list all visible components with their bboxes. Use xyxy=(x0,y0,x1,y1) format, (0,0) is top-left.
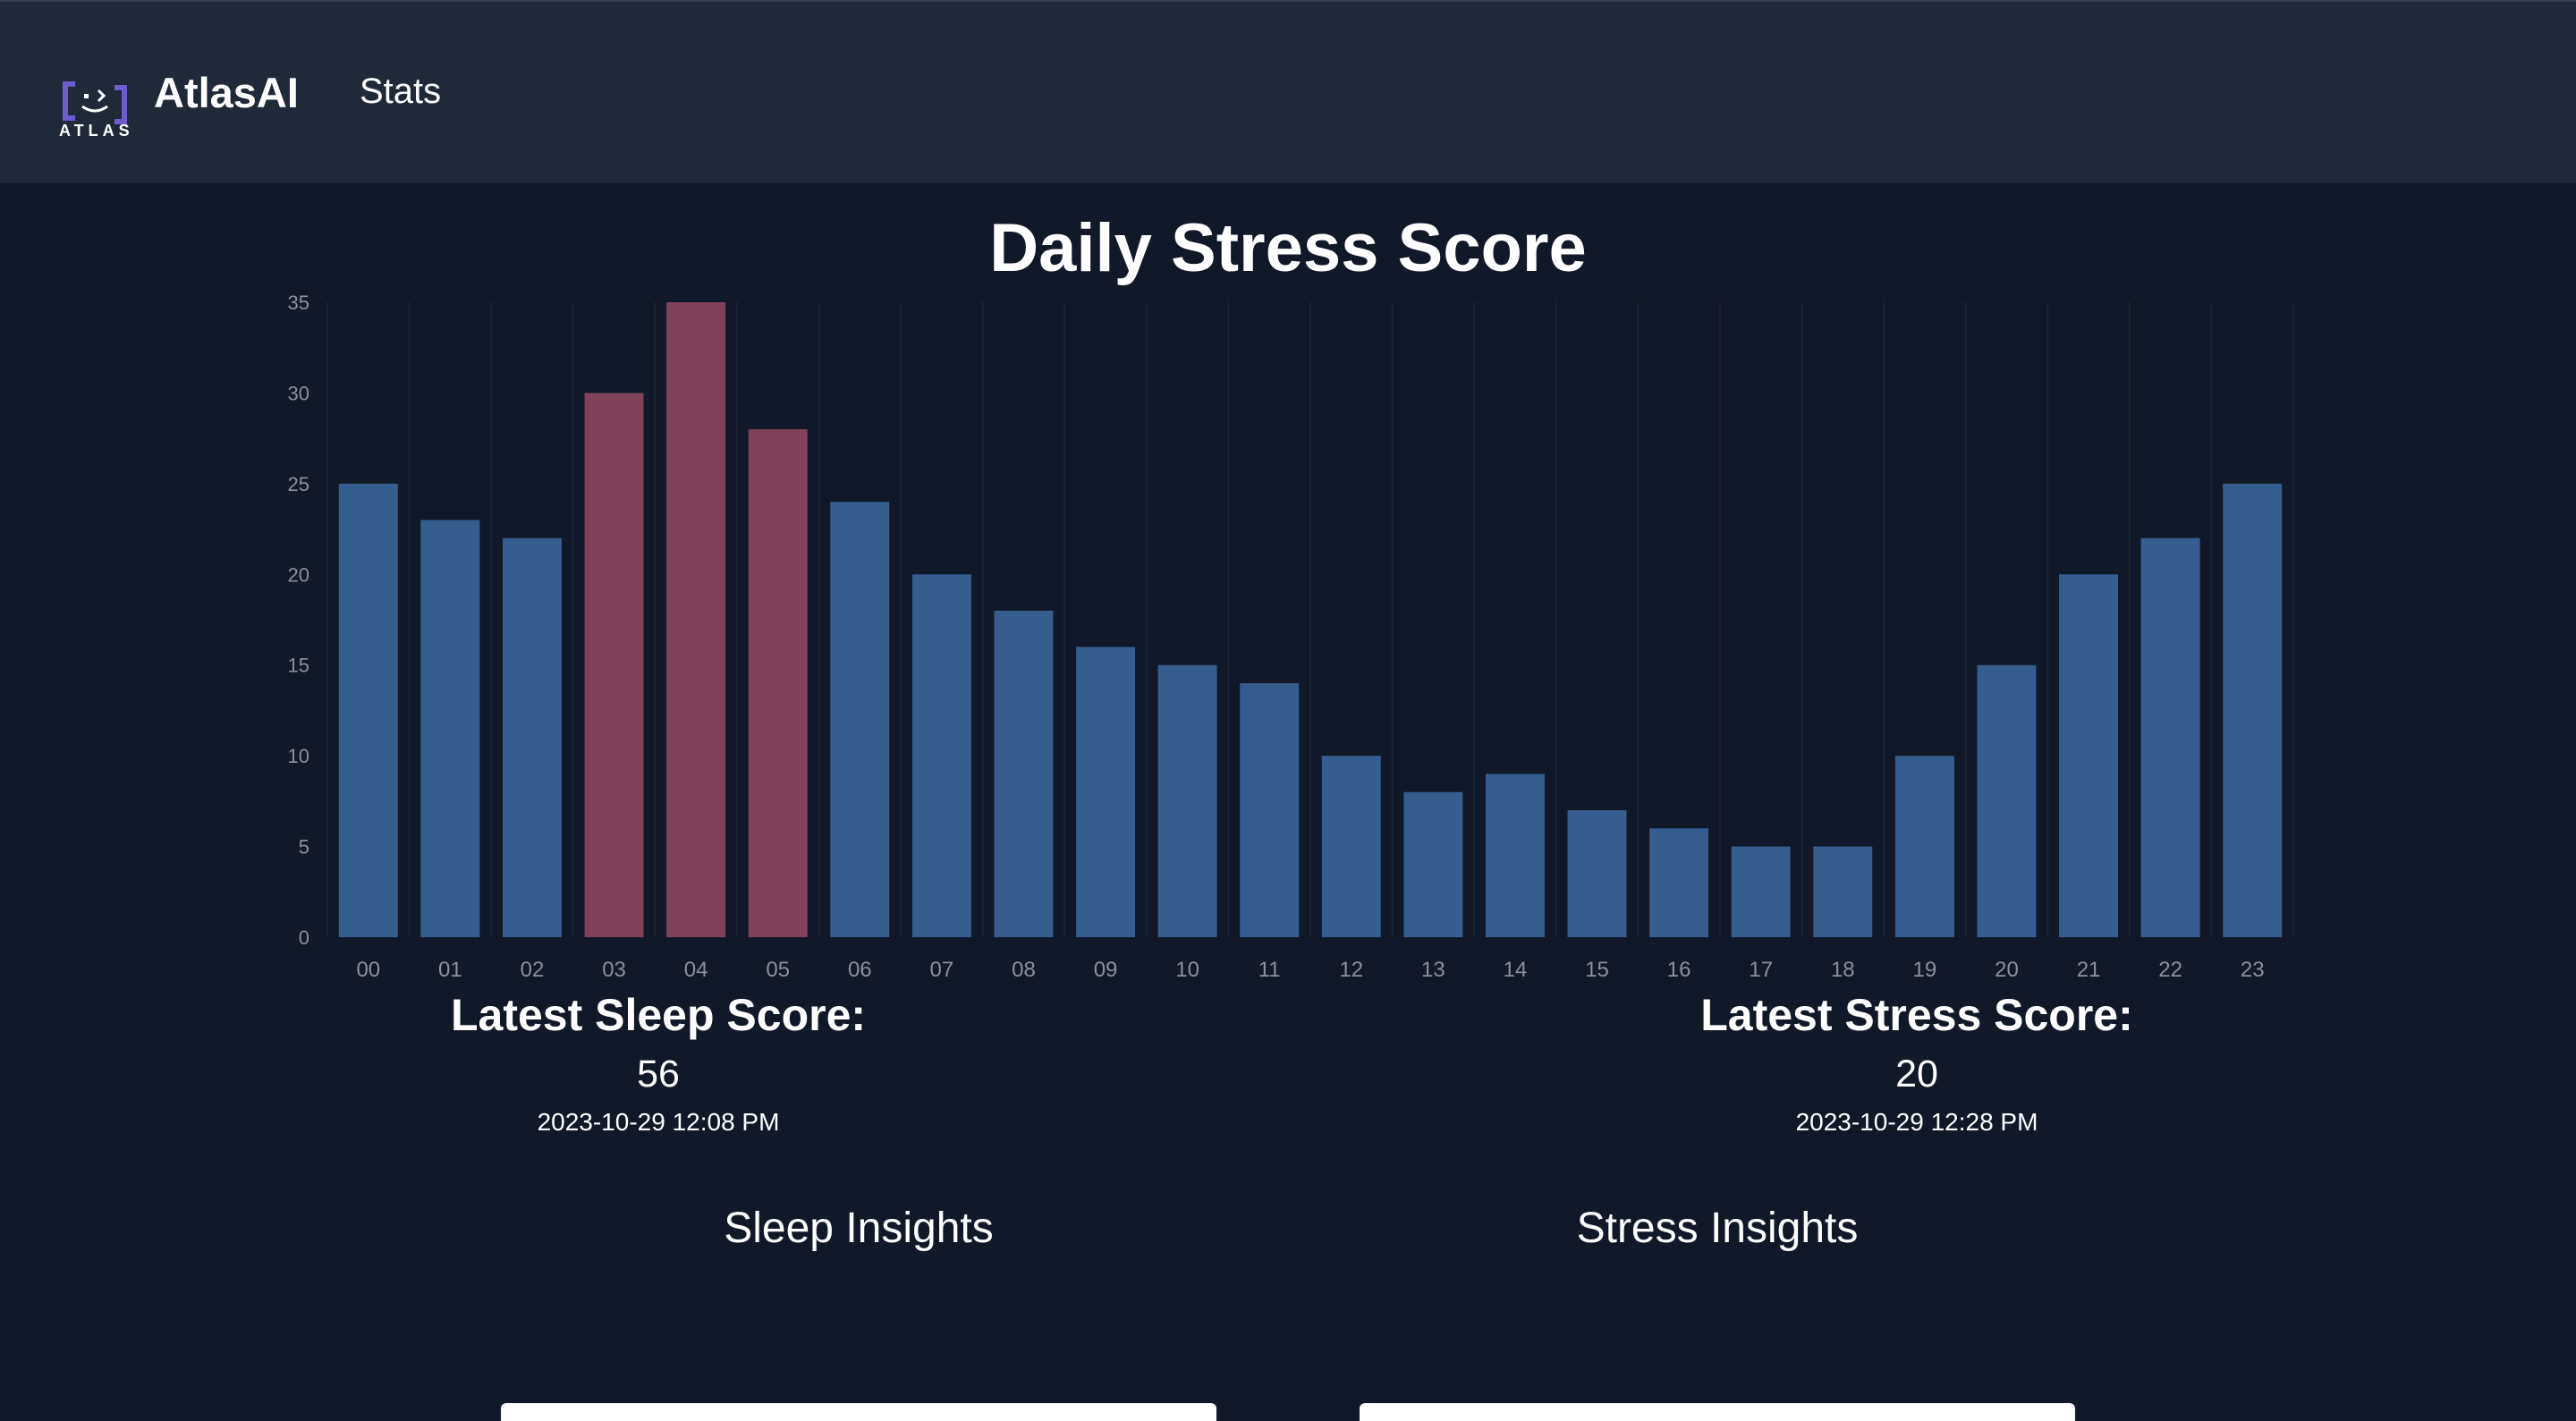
logo-wordmark: ATLAS xyxy=(59,122,134,140)
bar-22[interactable] xyxy=(2140,537,2200,937)
x-tick-label: 11 xyxy=(1258,958,1281,982)
y-tick-label: 30 xyxy=(288,382,309,404)
x-tick-label: 17 xyxy=(1749,958,1773,982)
y-tick-label: 20 xyxy=(288,563,309,586)
x-tick-label: 19 xyxy=(1913,958,1937,982)
bar-05[interactable] xyxy=(748,429,808,937)
sleep-score-heading: Latest Sleep Score: xyxy=(450,990,867,1040)
brand-name[interactable]: AtlasAI xyxy=(154,69,299,116)
stress-insights-heading: Stress Insights xyxy=(1576,1205,1859,1252)
bar-11[interactable] xyxy=(1240,683,1300,937)
y-tick-label: 15 xyxy=(288,655,309,677)
bar-19[interactable] xyxy=(1894,756,1954,937)
x-tick-label: 07 xyxy=(930,958,954,982)
nav-link-stats[interactable]: Stats xyxy=(360,72,442,111)
y-tick-label: 25 xyxy=(288,473,309,495)
y-tick-label: 10 xyxy=(288,745,309,767)
stress-score-card: Latest Stress Score: 20 2023-10-29 12:28… xyxy=(1604,993,2230,1135)
x-tick-label: 20 xyxy=(1995,958,2019,982)
bar-08[interactable] xyxy=(994,610,1054,937)
x-tick-label: 10 xyxy=(1175,958,1199,982)
bar-20[interactable] xyxy=(1977,664,2037,937)
x-tick-label: 02 xyxy=(521,958,545,982)
x-tick-label: 06 xyxy=(848,958,872,982)
bar-21[interactable] xyxy=(2059,574,2119,937)
stress-score-value: 20 xyxy=(1895,1053,1938,1095)
bar-01[interactable] xyxy=(420,520,480,937)
bar-18[interactable] xyxy=(1813,846,1873,937)
bar-12[interactable] xyxy=(1321,756,1381,937)
navbar: ATLAS AtlasAI Stats xyxy=(0,0,2576,183)
bar-04[interactable] xyxy=(666,302,726,937)
x-tick-label: 03 xyxy=(602,958,626,982)
x-tick-label: 14 xyxy=(1504,958,1528,982)
stress-score-timestamp: 2023-10-29 12:28 PM xyxy=(1795,1108,2038,1136)
bar-03[interactable] xyxy=(584,393,644,937)
bar-16[interactable] xyxy=(1649,828,1709,937)
y-tick-label: 35 xyxy=(288,292,309,314)
bar-00[interactable] xyxy=(338,483,398,937)
bar-14[interactable] xyxy=(1485,774,1545,937)
x-tick-label: 08 xyxy=(1012,958,1036,982)
bar-23[interactable] xyxy=(2223,483,2283,937)
x-tick-label: 12 xyxy=(1339,958,1363,982)
x-tick-label: 05 xyxy=(766,958,790,982)
bar-07[interactable] xyxy=(911,574,971,937)
stress-score-heading: Latest Stress Score: xyxy=(1700,990,2133,1040)
stress-insights-panel xyxy=(1360,1403,2075,1421)
chart-title: Daily Stress Score xyxy=(989,210,1587,286)
bar-13[interactable] xyxy=(1403,791,1463,937)
sleep-score-value: 56 xyxy=(637,1053,680,1095)
x-tick-label: 13 xyxy=(1421,958,1445,982)
x-tick-label: 22 xyxy=(2158,958,2182,982)
x-tick-label: 23 xyxy=(2241,958,2265,982)
bar-06[interactable] xyxy=(830,502,890,937)
x-tick-label: 21 xyxy=(2077,958,2101,982)
bar-09[interactable] xyxy=(1076,647,1136,937)
sleep-score-card: Latest Sleep Score: 56 2023-10-29 12:08 … xyxy=(345,993,971,1135)
x-tick-label: 04 xyxy=(684,958,708,982)
bar-10[interactable] xyxy=(1157,664,1217,937)
atlas-logo-icon[interactable] xyxy=(59,63,131,143)
x-tick-label: 01 xyxy=(438,958,462,982)
x-tick-label: 16 xyxy=(1667,958,1691,982)
x-tick-label: 15 xyxy=(1585,958,1609,982)
sleep-insights-heading: Sleep Insights xyxy=(724,1205,994,1252)
y-tick-label: 0 xyxy=(299,926,309,949)
x-tick-label: 09 xyxy=(1094,958,1118,982)
sleep-score-timestamp: 2023-10-29 12:08 PM xyxy=(537,1108,780,1136)
bar-17[interactable] xyxy=(1731,846,1791,937)
y-tick-label: 5 xyxy=(299,836,309,859)
bar-02[interactable] xyxy=(502,537,562,937)
x-tick-label: 00 xyxy=(356,958,380,982)
bar-15[interactable] xyxy=(1567,810,1627,937)
x-tick-label: 18 xyxy=(1831,958,1855,982)
sleep-insights-panel xyxy=(501,1403,1216,1421)
